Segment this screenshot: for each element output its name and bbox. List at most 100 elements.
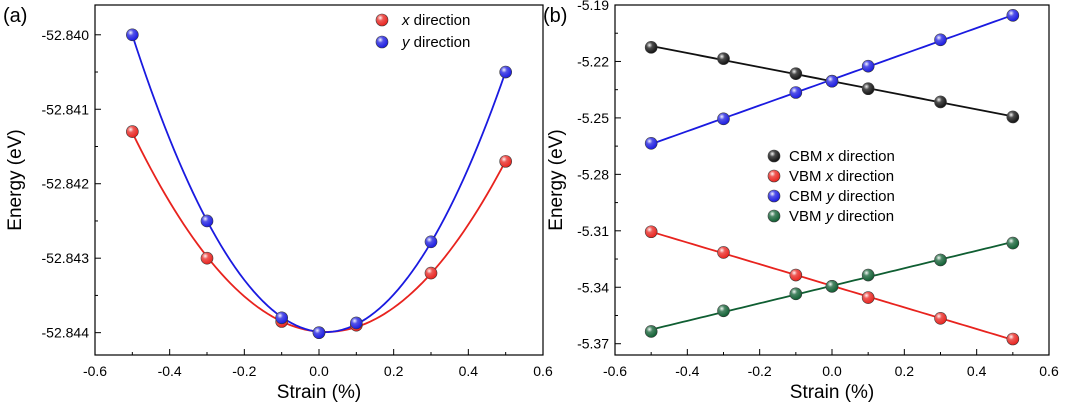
x-axis-ticks: -0.6 -0.4 -0.2 0.0 0.2 0.4 0.6 — [83, 349, 553, 379]
data-point — [200, 214, 214, 228]
marker-highlight — [1006, 333, 1019, 346]
marker-highlight — [768, 150, 780, 162]
fit-curves — [131, 34, 507, 334]
data-point — [644, 137, 658, 150]
legend: CBM x direction VBM x direction CBM y dire… — [767, 148, 895, 225]
marker-highlight — [376, 36, 388, 48]
data-point — [350, 316, 363, 330]
data-point — [825, 74, 839, 88]
legend-marker — [375, 13, 389, 27]
marker-highlight — [645, 137, 658, 150]
x-axis-label: Strain (%) — [277, 382, 361, 403]
data-point — [934, 312, 947, 325]
data-point — [1006, 110, 1020, 124]
marker-highlight — [717, 304, 730, 317]
data-point — [789, 287, 803, 301]
x-tick-label: 0.2 — [384, 363, 404, 379]
data-point — [644, 325, 658, 338]
marker-highlight — [768, 190, 780, 202]
marker-highlight — [862, 269, 875, 282]
marker-highlight — [826, 75, 838, 88]
chart-panel-a: (a) -0.6 -0.4 -0.2 0.0 0.2 0.4 0.6 -52.844-52.… — [3, 4, 553, 403]
legend-marker — [375, 35, 389, 49]
data-point — [789, 268, 803, 282]
data-points — [126, 28, 512, 339]
marker-highlight — [934, 95, 947, 108]
x-axis-ticks: -0.6 -0.4 -0.2 0.0 0.2 0.4 0.6 — [603, 349, 1059, 379]
marker-highlight — [425, 235, 437, 248]
marker-highlight — [1006, 237, 1019, 250]
fit-line-series-0 — [131, 132, 507, 333]
marker-highlight — [1006, 9, 1019, 22]
x-tick-label: -0.6 — [83, 363, 107, 379]
y-axis-ticks: -52.844 -52.843 -52.842 -52.841 -52.840 — [42, 27, 101, 341]
marker-highlight — [862, 82, 875, 95]
data-point — [1006, 236, 1020, 250]
marker-highlight — [645, 225, 658, 238]
y-tick-label: -5.31 — [577, 223, 609, 239]
marker-highlight — [645, 41, 658, 54]
marker-highlight — [789, 86, 802, 99]
marker-highlight — [862, 291, 875, 304]
legend-label: CBM x direction — [789, 148, 895, 165]
data-point — [644, 41, 658, 54]
x-tick-label: -0.6 — [603, 363, 627, 379]
x-tick-label: 0.4 — [459, 363, 479, 379]
x-tick-label: 0.0 — [822, 363, 842, 379]
legend-label: VBM y direction — [789, 208, 894, 225]
legend-marker — [767, 189, 781, 203]
marker-highlight — [645, 325, 658, 338]
marker-highlight — [201, 252, 213, 265]
y-tick-label: -5.22 — [577, 53, 609, 69]
marker-highlight — [376, 14, 388, 26]
data-point — [424, 235, 438, 249]
y-tick-label: -5.19 — [577, 0, 609, 13]
data-point — [275, 311, 288, 325]
marker-highlight — [789, 269, 802, 282]
marker-highlight — [826, 280, 838, 293]
legend-label: x direction — [401, 12, 470, 29]
data-point — [861, 59, 875, 73]
marker-highlight — [862, 60, 875, 73]
data-point — [126, 28, 139, 42]
x-tick-label: 0.0 — [309, 363, 329, 379]
data-point — [789, 67, 803, 80]
marker-highlight — [934, 312, 947, 325]
x-tick-label: -0.2 — [748, 363, 772, 379]
data-point — [200, 251, 214, 265]
data-point — [717, 304, 730, 318]
panel-label: (a) — [3, 5, 27, 27]
marker-highlight — [717, 112, 730, 125]
y-tick-label: -5.37 — [577, 336, 609, 352]
y-tick-label: -52.840 — [42, 27, 90, 43]
marker-highlight — [201, 214, 213, 227]
data-point — [717, 112, 730, 126]
marker-highlight — [1006, 110, 1019, 123]
data-point — [644, 225, 658, 239]
y-tick-label: -5.28 — [577, 166, 609, 182]
y-tick-label: -5.34 — [577, 279, 609, 295]
legend-label: CBM y direction — [789, 188, 895, 205]
marker-highlight — [789, 287, 802, 300]
x-tick-label: -0.4 — [675, 363, 699, 379]
legend-marker — [767, 149, 781, 163]
data-point — [861, 291, 875, 304]
x-tick-label: 0.4 — [967, 363, 987, 379]
y-tick-label: -52.841 — [42, 101, 90, 117]
marker-highlight — [126, 28, 139, 41]
legend: x direction y direction — [375, 12, 470, 51]
marker-highlight — [934, 253, 947, 266]
data-point — [934, 253, 947, 267]
data-point — [312, 326, 326, 339]
data-point — [499, 155, 512, 168]
marker-highlight — [717, 52, 730, 65]
y-axis-ticks: -5.37 -5.34 -5.31 -5.28 -5.25 -5.22 -5.19 — [577, 0, 621, 352]
marker-highlight — [275, 311, 288, 324]
data-point — [1006, 332, 1020, 346]
fit-line-series-1 — [131, 34, 507, 334]
marker-highlight — [313, 326, 325, 339]
marker-highlight — [350, 316, 363, 329]
data-point — [861, 268, 875, 282]
marker-highlight — [126, 125, 139, 138]
